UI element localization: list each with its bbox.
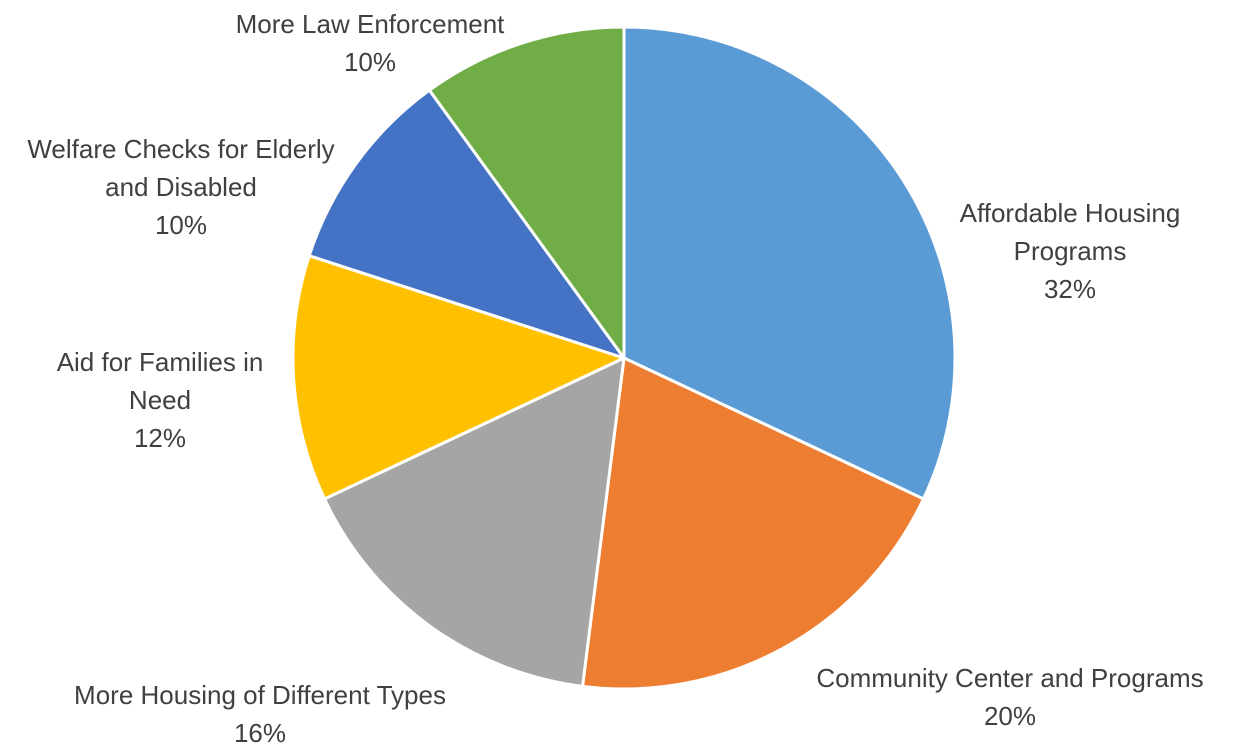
slice-label-community-center: Community Center and Programs 20% bbox=[780, 659, 1240, 735]
slice-percent: 20% bbox=[983, 701, 1037, 731]
pie-slice-aid-families bbox=[291, 254, 626, 501]
slice-label-aid-families: Aid for Families in Need 12% bbox=[10, 343, 310, 457]
slice-label-law-enforcement: More Law Enforcement 10% bbox=[200, 5, 540, 81]
slice-label-line: Community Center and Programs bbox=[816, 663, 1204, 693]
pie-slice-more-housing bbox=[323, 356, 626, 688]
pie-slice-welfare-checks bbox=[307, 88, 626, 360]
slice-label-line: More Housing of Different Types bbox=[74, 680, 446, 710]
slice-percent: 12% bbox=[133, 423, 187, 453]
slice-label-line: More Law Enforcement bbox=[235, 9, 505, 39]
slice-percent: 16% bbox=[233, 718, 287, 748]
pie-slice-affordable-housing bbox=[622, 25, 957, 501]
slice-label-line: Affordable Housing bbox=[959, 198, 1181, 228]
slice-label-line: Welfare Checks for Elderly bbox=[27, 134, 335, 164]
slice-label-line: Need bbox=[128, 385, 192, 415]
pie-slice-law-enforcement bbox=[427, 25, 626, 360]
slice-label-line: Aid for Families in bbox=[56, 347, 264, 377]
slice-label-affordable-housing: Affordable Housing Programs 32% bbox=[905, 194, 1235, 308]
slice-percent: 10% bbox=[343, 47, 397, 77]
pie-slice-community-center bbox=[581, 356, 925, 691]
slice-label-line: Programs bbox=[1013, 236, 1127, 266]
slice-label-line: and Disabled bbox=[105, 172, 257, 202]
slice-label-welfare-checks: Welfare Checks for Elderly and Disabled … bbox=[0, 130, 362, 244]
slice-label-more-housing: More Housing of Different Types 16% bbox=[30, 676, 490, 752]
slice-percent: 32% bbox=[1043, 274, 1097, 304]
slice-percent: 10% bbox=[154, 210, 208, 240]
